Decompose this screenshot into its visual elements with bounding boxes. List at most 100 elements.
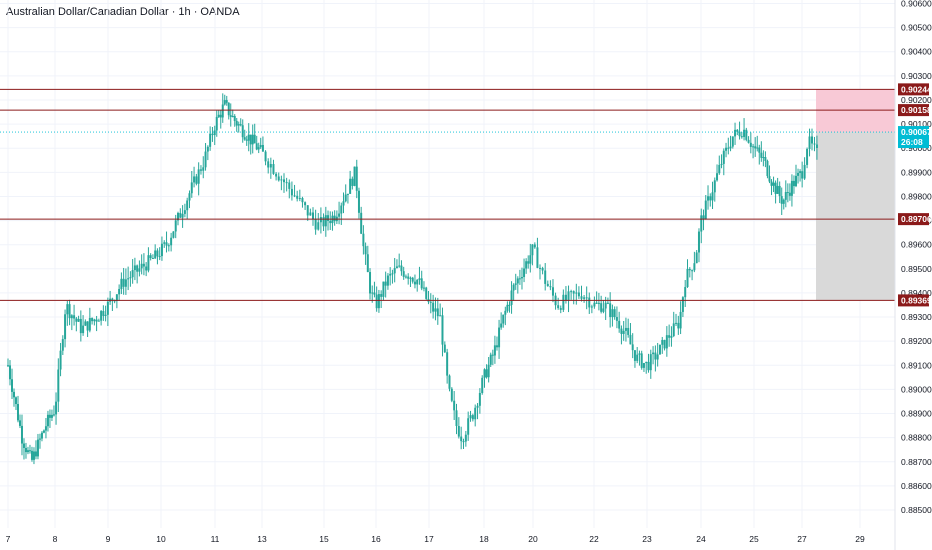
candle-body bbox=[219, 114, 222, 118]
price-axis: 0.906000.905000.904000.903000.902000.901… bbox=[901, 0, 932, 515]
candle-body bbox=[716, 173, 719, 181]
candle-body bbox=[570, 291, 573, 293]
candle-body bbox=[780, 196, 783, 204]
y-tick-label: 0.88700 bbox=[901, 457, 932, 467]
candle-body bbox=[474, 407, 477, 420]
candle-body bbox=[583, 297, 586, 299]
candle-body bbox=[120, 278, 123, 289]
candle-body bbox=[469, 415, 472, 419]
candle-body bbox=[257, 147, 260, 150]
grid-layer bbox=[0, 0, 895, 528]
candle-body bbox=[529, 255, 532, 264]
candle-body bbox=[314, 219, 317, 230]
candle-body bbox=[231, 115, 234, 117]
candle-body bbox=[622, 330, 625, 334]
candle-body bbox=[380, 294, 383, 297]
candle-body bbox=[362, 233, 365, 247]
candle-body bbox=[768, 176, 771, 182]
candle-body bbox=[151, 258, 154, 260]
candle-body bbox=[301, 198, 304, 203]
candle-body bbox=[309, 212, 312, 216]
candle-body bbox=[523, 268, 526, 278]
candle-body bbox=[695, 252, 698, 264]
candle-body bbox=[165, 242, 168, 246]
candle-body bbox=[147, 255, 150, 271]
candle-body bbox=[681, 297, 684, 312]
candle-body bbox=[52, 414, 55, 416]
candle-body bbox=[752, 146, 755, 148]
x-tick-label: 27 bbox=[797, 534, 807, 544]
candle-body bbox=[549, 286, 552, 288]
candle-body bbox=[183, 210, 186, 214]
candle-body bbox=[567, 291, 570, 301]
candle-body bbox=[420, 278, 423, 289]
candle-body bbox=[261, 144, 264, 152]
candle-body bbox=[319, 217, 322, 223]
candle-body bbox=[329, 220, 332, 224]
candle-body bbox=[251, 134, 254, 145]
candle-body bbox=[627, 327, 630, 335]
candle-body bbox=[199, 169, 202, 171]
x-tick-label: 11 bbox=[211, 534, 220, 544]
candle-body bbox=[170, 237, 173, 246]
x-tick-label: 22 bbox=[589, 534, 599, 544]
candle-body bbox=[697, 231, 700, 253]
candle-body bbox=[221, 104, 224, 118]
y-tick-label: 0.90600 bbox=[901, 0, 932, 9]
candle-body bbox=[91, 317, 94, 322]
x-tick-label: 18 bbox=[479, 534, 489, 544]
candle-body bbox=[790, 180, 793, 196]
candle-body bbox=[770, 181, 773, 186]
candle-body bbox=[713, 180, 716, 193]
candle-body bbox=[34, 451, 37, 457]
candle-body bbox=[360, 212, 363, 234]
x-tick-label: 16 bbox=[371, 534, 381, 544]
candle-body bbox=[677, 322, 680, 329]
candle-body bbox=[30, 450, 33, 460]
candle-body bbox=[718, 164, 721, 174]
countdown-label: 26:08 bbox=[901, 137, 923, 147]
candle-body bbox=[740, 136, 743, 138]
candle-body bbox=[223, 100, 226, 105]
candle-body bbox=[371, 292, 374, 294]
y-tick-label: 0.90400 bbox=[901, 47, 932, 57]
candle-body bbox=[575, 292, 578, 294]
candle-body bbox=[7, 365, 9, 367]
candle-body bbox=[688, 268, 691, 271]
level-badge bbox=[898, 104, 929, 117]
candle-body bbox=[766, 160, 769, 177]
candle-body bbox=[129, 277, 132, 279]
candle-body bbox=[693, 263, 696, 271]
y-tick-label: 0.89000 bbox=[901, 384, 932, 394]
level-badge-label: 0.90244 bbox=[901, 84, 932, 94]
candle-body bbox=[304, 202, 307, 206]
candle-body bbox=[136, 265, 139, 272]
candle-body bbox=[389, 273, 392, 276]
candle-body bbox=[357, 190, 360, 213]
candle-body bbox=[22, 443, 25, 448]
candle-body bbox=[364, 246, 367, 255]
candle-body bbox=[422, 287, 425, 289]
candle-body bbox=[61, 339, 64, 351]
candle-body bbox=[249, 134, 252, 145]
candle-body bbox=[457, 425, 460, 437]
candle-body bbox=[353, 166, 356, 186]
candle-body bbox=[467, 418, 470, 435]
candle-body bbox=[322, 217, 325, 227]
candle-body bbox=[786, 192, 789, 194]
candle-body bbox=[642, 363, 645, 368]
candle-body bbox=[551, 287, 554, 296]
candle-body bbox=[776, 185, 779, 194]
candle-body bbox=[593, 302, 596, 307]
candle-body bbox=[138, 268, 141, 272]
candle-body bbox=[709, 196, 712, 201]
x-tick-label: 8 bbox=[53, 534, 58, 544]
candle-body bbox=[686, 268, 689, 288]
candle-body bbox=[373, 292, 376, 295]
candle-body bbox=[539, 267, 542, 269]
candle-body bbox=[133, 265, 136, 271]
candle-body bbox=[636, 354, 639, 361]
candle-body bbox=[734, 129, 737, 137]
